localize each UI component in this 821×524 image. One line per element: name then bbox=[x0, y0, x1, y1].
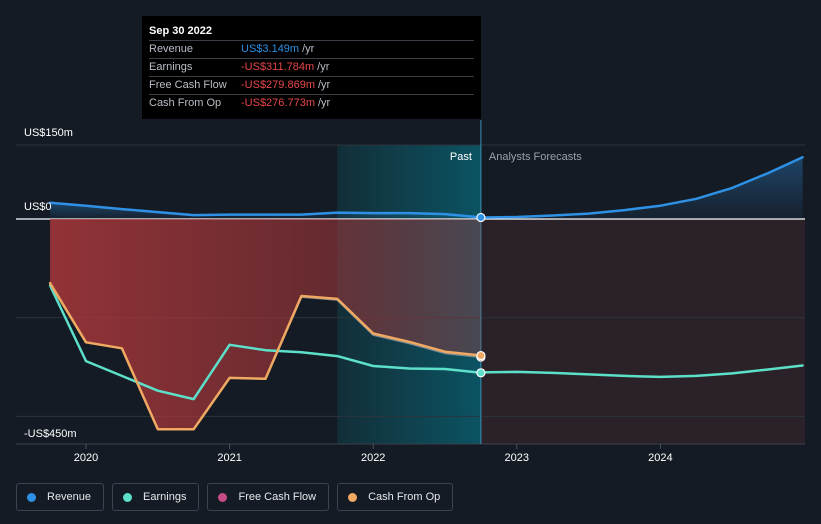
legend-label: Revenue bbox=[47, 491, 92, 503]
earnings-forecast-line bbox=[479, 364, 804, 379]
cash-from-op-line bbox=[48, 281, 483, 431]
tooltip-unit: /yr bbox=[318, 79, 331, 91]
revenue-line bbox=[48, 201, 483, 219]
forecast-negative-band bbox=[480, 219, 805, 444]
tooltip-unit: /yr bbox=[317, 61, 330, 73]
tooltip-unit: /yr bbox=[318, 97, 331, 109]
legend-dot-icon bbox=[123, 492, 133, 502]
x-tick-label: 2020 bbox=[74, 452, 98, 464]
legend-item-earnings[interactable]: Earnings bbox=[112, 483, 200, 511]
x-tick-label: 2023 bbox=[505, 452, 529, 464]
tooltip-label: Free Cash Flow bbox=[149, 79, 227, 91]
x-tick-label: 2022 bbox=[361, 452, 385, 464]
tooltip-value: -US$276.773m bbox=[241, 97, 315, 109]
tooltip-label: Cash From Op bbox=[149, 97, 222, 109]
legend-dot-icon bbox=[27, 492, 36, 502]
forecast-label: Analysts Forecasts bbox=[489, 151, 582, 163]
earnings-endpoint-marker bbox=[476, 368, 486, 378]
legend-item-cash-from-op[interactable]: Cash From Op bbox=[337, 483, 454, 511]
cash-from-op-endpoint-marker bbox=[476, 350, 486, 361]
tooltip-row-earnings: Earnings -US$311.784m/yr bbox=[149, 58, 474, 76]
revenue-area bbox=[50, 202, 481, 219]
tooltip-row-revenue: Revenue US$3.149m/yr bbox=[149, 40, 474, 58]
tooltip: Sep 30 2022 Revenue US$3.149m/yr Earning… bbox=[142, 16, 481, 119]
revenue-endpoint-marker bbox=[476, 212, 486, 223]
tooltip-unit: /yr bbox=[302, 43, 315, 55]
x-tick-label: 2021 bbox=[217, 452, 241, 464]
past-label: Past bbox=[450, 151, 472, 163]
tooltip-row-cash-from-op: Cash From Op -US$276.773m/yr bbox=[149, 94, 474, 112]
x-tick-label: 2024 bbox=[648, 452, 672, 464]
legend-item-free-cash-flow[interactable]: Free Cash Flow bbox=[207, 483, 330, 511]
legend-dot-icon bbox=[218, 492, 228, 502]
legend-label: Free Cash Flow bbox=[238, 491, 317, 503]
legend-label: Cash From Op bbox=[368, 491, 441, 503]
tooltip-row-free-cash-flow: Free Cash Flow -US$279.869m/yr bbox=[149, 76, 474, 94]
y-tick-label: US$0 bbox=[24, 201, 52, 213]
legend: Revenue Earnings Free Cash Flow Cash Fro… bbox=[16, 483, 454, 513]
revenue-forecast-line bbox=[479, 156, 804, 219]
revenue-forecast-area bbox=[480, 157, 803, 219]
y-tick-label: -US$450m bbox=[24, 428, 77, 440]
tooltip-label: Revenue bbox=[149, 43, 194, 55]
tooltip-label: Earnings bbox=[149, 61, 193, 73]
y-tick-label: US$150m bbox=[24, 127, 73, 139]
tooltip-date: Sep 30 2022 bbox=[149, 25, 212, 37]
tooltip-value: -US$279.869m bbox=[241, 79, 315, 91]
tooltip-value: US$3.149m bbox=[241, 43, 300, 55]
earnings-line bbox=[48, 284, 483, 401]
legend-dot-icon bbox=[348, 492, 358, 502]
legend-item-revenue[interactable]: Revenue bbox=[16, 483, 105, 511]
fcf-area bbox=[50, 219, 481, 430]
tooltip-value: -US$311.784m bbox=[241, 61, 315, 73]
legend-label: Earnings bbox=[143, 491, 187, 503]
